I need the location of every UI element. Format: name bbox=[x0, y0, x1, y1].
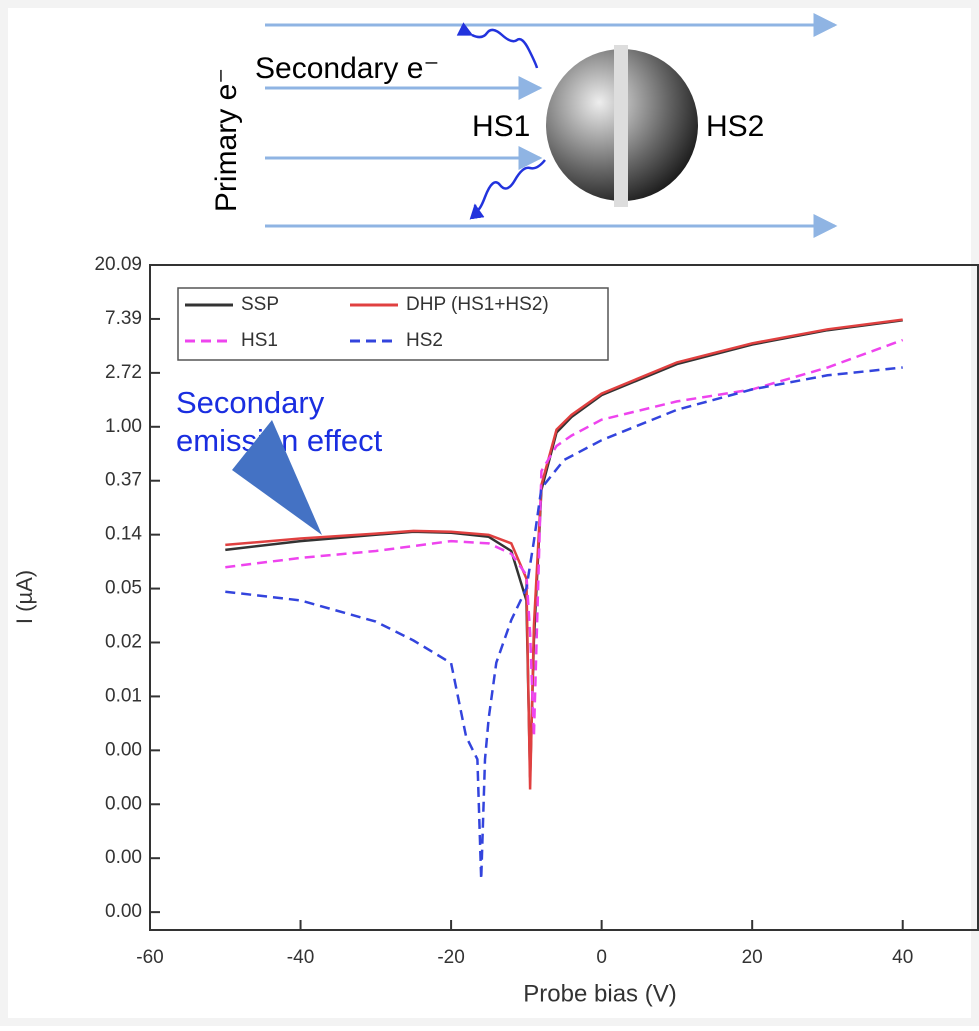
y-tick-label: 0.00 bbox=[105, 739, 142, 760]
y-tick-label: 0.00 bbox=[105, 847, 142, 868]
diagram bbox=[265, 13, 838, 238]
y-axis-label: I (µA) bbox=[12, 570, 37, 624]
secondary-arrow bbox=[469, 159, 546, 220]
legend-label: DHP (HS1+HS2) bbox=[406, 294, 549, 315]
y-tick-label: 0.02 bbox=[105, 632, 142, 653]
y-tick-label: 20.09 bbox=[94, 254, 142, 275]
annotation: Secondary bbox=[176, 385, 325, 420]
y-tick-label: 7.39 bbox=[105, 308, 142, 329]
annotation-arrow bbox=[232, 420, 322, 535]
legend-label: SSP bbox=[241, 294, 279, 315]
x-tick-label: -60 bbox=[136, 947, 163, 968]
plot: -60 -40 -20 0 20 40 20.09 7.39 2.72 1.00 0.37 0.14 0… bbox=[94, 254, 913, 968]
x-tick-label: -20 bbox=[437, 947, 464, 968]
legend-label: HS1 bbox=[241, 330, 278, 351]
y-tick-label: 0.01 bbox=[105, 685, 142, 706]
series-line bbox=[225, 366, 903, 880]
legend-label: HS2 bbox=[406, 330, 443, 351]
x-tick-label: 0 bbox=[596, 947, 607, 968]
x-axis-label: Probe bias (V) bbox=[523, 980, 676, 1007]
y-tick-label: 0.14 bbox=[105, 524, 142, 545]
x-tick-label: -40 bbox=[287, 947, 314, 968]
hs2-label: HS2 bbox=[706, 110, 764, 143]
y-tick-label: 0.00 bbox=[105, 793, 142, 814]
legend-box bbox=[177, 287, 609, 361]
secondary-arrow bbox=[456, 22, 539, 69]
panel bbox=[8, 8, 971, 1018]
y-tick-label: 0.00 bbox=[105, 901, 142, 922]
plot-frame bbox=[149, 264, 979, 931]
x-tick-label: 40 bbox=[892, 947, 913, 968]
y-tick-label: 1.00 bbox=[105, 416, 142, 437]
y-tick-label: 0.05 bbox=[105, 578, 142, 599]
primary-label: Primary e⁻ bbox=[210, 68, 243, 212]
y-tick-label: 0.37 bbox=[105, 470, 142, 491]
x-tick-label: 20 bbox=[742, 947, 763, 968]
hs1-label: HS1 bbox=[472, 110, 530, 143]
y-tick-label: 2.72 bbox=[105, 362, 142, 383]
secondary-label: Secondary e⁻ bbox=[255, 52, 439, 85]
sphere-gap bbox=[614, 45, 628, 207]
